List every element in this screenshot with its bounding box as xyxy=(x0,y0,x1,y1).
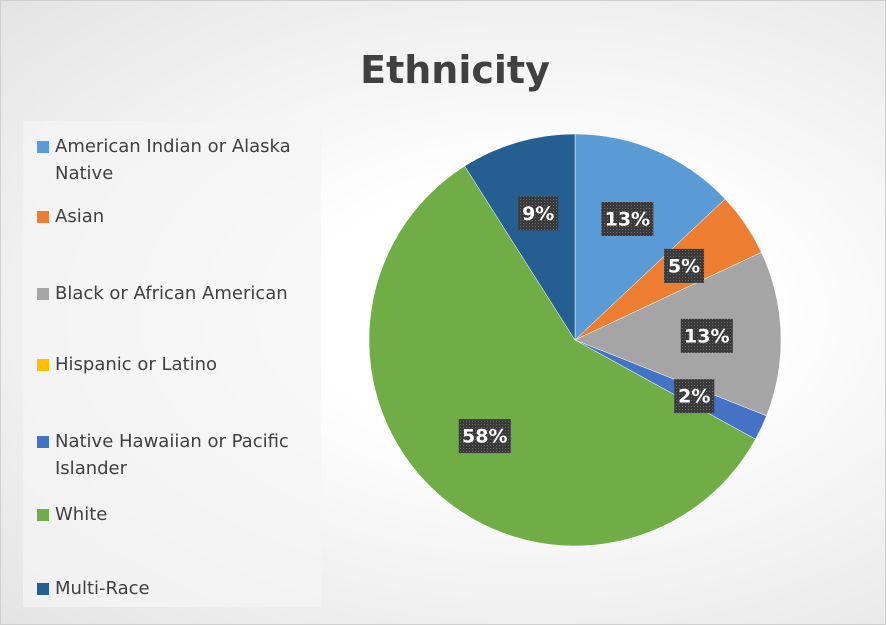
legend-swatch xyxy=(37,436,49,448)
legend-item: Black or African American xyxy=(37,280,321,307)
legend-label: White xyxy=(55,504,108,525)
legend-label: Multi-Race xyxy=(55,578,150,599)
legend-swatch xyxy=(37,359,49,371)
legend-label: Asian xyxy=(55,206,105,227)
legend-item: Asian xyxy=(37,203,321,230)
pie-slice xyxy=(464,133,576,341)
legend-label: Hispanic or Latino xyxy=(55,354,218,375)
legend-label: Black or African American xyxy=(55,283,288,304)
chart-title: Ethnicity xyxy=(360,48,550,92)
data-label: 13% xyxy=(605,209,650,231)
data-label-box xyxy=(458,419,511,454)
pie-slice xyxy=(574,133,726,341)
legend-item: Multi-Race xyxy=(37,575,321,602)
legend-swatch xyxy=(37,288,49,300)
data-label: 9% xyxy=(522,203,554,225)
pie-slice xyxy=(574,251,782,417)
legend-swatch xyxy=(37,141,49,153)
data-label: 5% xyxy=(668,255,700,277)
legend-swatch xyxy=(37,509,49,521)
legend-swatch xyxy=(37,211,49,223)
legend-label: Native Hawaiian or Pacific Islander xyxy=(55,431,289,479)
legend-item: White xyxy=(37,501,321,528)
legend-label: American Indian or Alaska Native xyxy=(55,136,291,184)
data-label: 58% xyxy=(462,426,507,448)
legend-item: Native Hawaiian or Pacific Islander xyxy=(37,428,321,482)
data-label-box xyxy=(664,248,705,283)
data-label-box xyxy=(680,318,733,353)
legend-item: American Indian or Alaska Native xyxy=(37,133,321,187)
legend-swatch xyxy=(37,583,49,595)
data-label-box xyxy=(674,379,715,414)
data-label: 13% xyxy=(684,325,729,347)
legend-item: Hispanic or Latino xyxy=(37,351,321,378)
legend: American Indian or Alaska Native Asian Bla… xyxy=(23,121,321,607)
data-label-box xyxy=(518,196,559,231)
data-label-box xyxy=(601,202,654,237)
data-label: 2% xyxy=(678,386,710,408)
